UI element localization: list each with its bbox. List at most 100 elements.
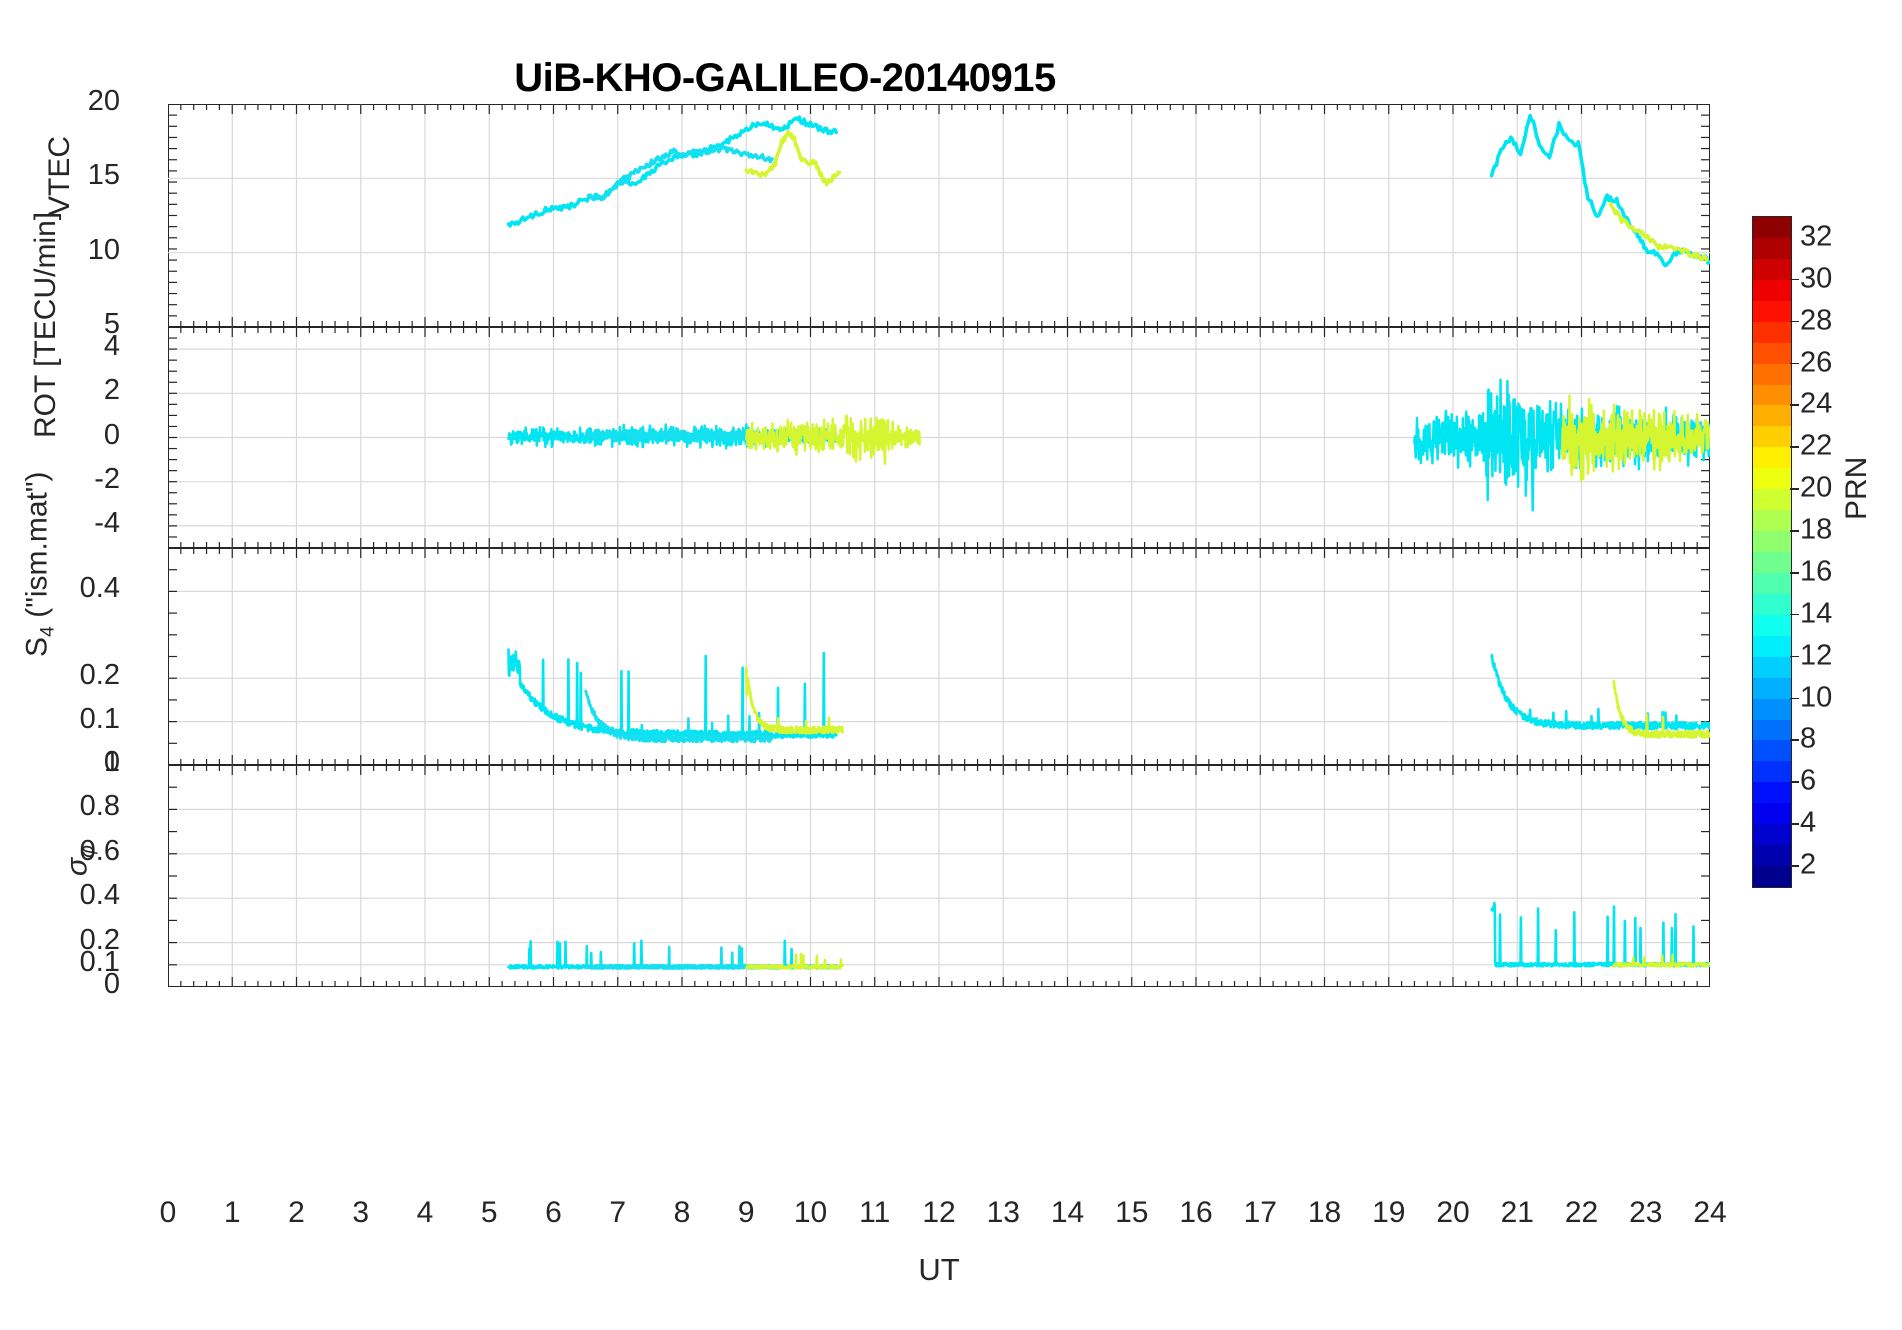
- x-tick-label: 11: [859, 1196, 891, 1229]
- y-tick-label: 0.1: [79, 945, 120, 978]
- colorbar-band: [1753, 531, 1791, 552]
- colorbar-band: [1753, 468, 1791, 490]
- x-tick-label: 7: [609, 1196, 627, 1229]
- colorbar-tick-label: 10: [1800, 681, 1833, 714]
- x-tick-label: 14: [1050, 1196, 1085, 1229]
- data-series-line: [1560, 394, 1710, 482]
- y-tick-label: 5: [103, 308, 120, 340]
- x-tick-label: 20: [1436, 1196, 1470, 1229]
- colorbar-tick-label: 30: [1800, 262, 1833, 295]
- colorbar-band: [1753, 761, 1791, 783]
- colorbar-tick-mark: [1790, 278, 1799, 281]
- y-tick-label: 4: [103, 330, 120, 363]
- x-axis-title: UT: [918, 1252, 960, 1287]
- panel-vtec-canvas: [168, 104, 1710, 327]
- x-tick-label: 21: [1500, 1196, 1534, 1229]
- colorbar-band: [1753, 572, 1791, 594]
- data-series-line: [584, 689, 774, 744]
- colorbar-tick-mark: [1790, 362, 1799, 365]
- colorbar-band: [1753, 489, 1791, 511]
- colorbar-tick-label: 22: [1800, 429, 1833, 462]
- x-tick-label: 9: [737, 1196, 755, 1229]
- data-series-line: [745, 414, 921, 465]
- colorbar-band: [1753, 300, 1791, 322]
- x-tick-label: 13: [986, 1196, 1020, 1229]
- colorbar: [1752, 216, 1792, 888]
- colorbar-tick-mark: [1790, 530, 1799, 532]
- x-tick-label: 4: [416, 1196, 434, 1229]
- y-tick-label: 0.2: [79, 923, 120, 956]
- colorbar-tick-label: 26: [1800, 346, 1833, 379]
- data-series-line: [1612, 953, 1710, 968]
- colorbar-tick-label: 32: [1800, 220, 1833, 253]
- panel-s4-canvas: [168, 548, 1710, 765]
- colorbar-band: [1753, 447, 1791, 469]
- colorbar-tick-label: 20: [1800, 471, 1833, 504]
- x-tick-label: 12: [922, 1196, 956, 1229]
- colorbar-tick-mark: [1790, 781, 1799, 783]
- panel-rot-canvas: [168, 327, 1710, 548]
- data-series-line: [506, 115, 839, 228]
- colorbar-band: [1753, 363, 1791, 385]
- colorbar-band: [1753, 635, 1791, 657]
- x-tick-label: 6: [545, 1196, 562, 1229]
- colorbar-band: [1753, 593, 1791, 615]
- data-series-line: [744, 129, 842, 187]
- colorbar-band: [1753, 279, 1791, 301]
- colorbar-band: [1753, 656, 1791, 678]
- y-tick-label: 2: [103, 374, 120, 407]
- colorbar-band: [1753, 237, 1791, 259]
- data-series-line: [1490, 901, 1710, 968]
- x-tick-label: 3: [352, 1196, 370, 1229]
- y-tick-label: 15: [87, 159, 120, 192]
- y-tick-label: 20: [87, 85, 120, 117]
- colorbar-tick-mark: [1790, 739, 1799, 742]
- colorbar-tick-label: 14: [1800, 597, 1833, 630]
- colorbar-tick-label: 4: [1800, 806, 1817, 839]
- x-tick-label: 18: [1307, 1196, 1342, 1229]
- y-tick-label: 0.1: [79, 702, 120, 735]
- colorbar-band: [1753, 321, 1791, 343]
- x-tick-label: 8: [673, 1196, 691, 1229]
- colorbar-band: [1753, 614, 1791, 636]
- x-tick-label: 24: [1693, 1196, 1727, 1229]
- data-series-line: [586, 145, 774, 202]
- colorbar-tick-mark: [1790, 655, 1799, 658]
- colorbar-tick-mark: [1790, 488, 1799, 490]
- colorbar-title: PRN: [1840, 456, 1873, 520]
- colorbar-band: [1753, 426, 1791, 448]
- colorbar-band: [1753, 845, 1791, 867]
- colorbar-tick-label: 28: [1800, 304, 1833, 337]
- colorbar-band: [1753, 824, 1791, 846]
- x-tick-label: 10: [793, 1196, 828, 1229]
- colorbar-band: [1753, 866, 1791, 887]
- colorbar-tick-mark: [1790, 404, 1799, 407]
- colorbar-band: [1753, 510, 1791, 532]
- colorbar-tick-mark: [1790, 613, 1799, 616]
- data-series-line: [507, 648, 838, 739]
- colorbar-tick-label: 18: [1800, 513, 1833, 546]
- data-series-line: [584, 944, 774, 970]
- colorbar-band: [1753, 342, 1791, 364]
- y-tick-label: 10: [87, 233, 120, 266]
- colorbar-band: [1753, 803, 1791, 825]
- data-series-line: [1608, 201, 1709, 262]
- colorbar-band: [1753, 258, 1791, 280]
- colorbar-band: [1753, 782, 1791, 804]
- data-series-line: [1490, 653, 1710, 731]
- colorbar-band: [1753, 384, 1791, 406]
- colorbar-tick-label: 8: [1800, 722, 1817, 755]
- x-tick-label: 23: [1629, 1196, 1663, 1229]
- colorbar-tick-label: 6: [1800, 764, 1817, 797]
- colorbar-tick-label: 16: [1800, 555, 1833, 588]
- colorbar-tick-mark: [1790, 446, 1799, 448]
- colorbar-tick-mark: [1790, 697, 1799, 700]
- panel-s4-plot: [168, 548, 1710, 765]
- data-series-line: [1489, 113, 1710, 268]
- y-tick-label: 0: [103, 746, 120, 778]
- y-tick-label: 0.2: [79, 659, 120, 692]
- x-tick-label: 5: [480, 1196, 498, 1229]
- colorbar-band: [1753, 719, 1791, 741]
- y-tick-label: 0.8: [79, 790, 120, 823]
